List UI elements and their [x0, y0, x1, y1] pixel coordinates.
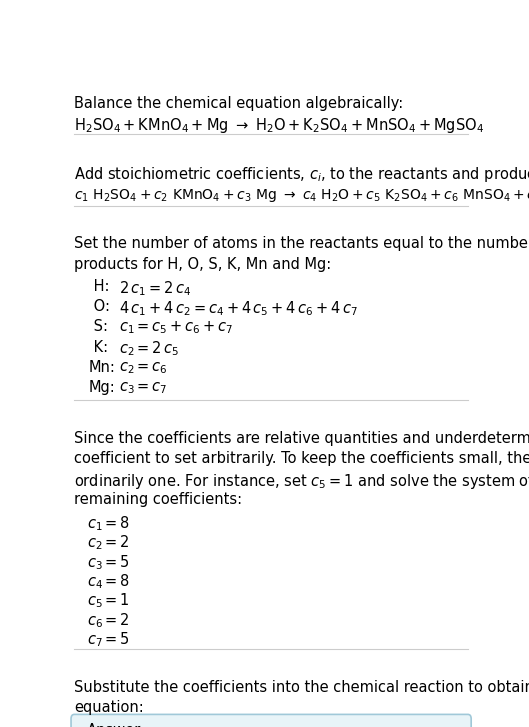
- Text: Set the number of atoms in the reactants equal to the number of atoms in the: Set the number of atoms in the reactants…: [74, 236, 529, 252]
- Text: H:: H:: [89, 278, 109, 294]
- Text: Answer:: Answer:: [87, 723, 145, 727]
- Text: ordinarily one. For instance, set $c_5 = 1$ and solve the system of equations fo: ordinarily one. For instance, set $c_5 =…: [74, 472, 529, 491]
- Text: Mn:: Mn:: [89, 360, 115, 375]
- Text: K:: K:: [89, 340, 108, 355]
- Text: S:: S:: [89, 319, 108, 334]
- Text: $\mathrm{H_2SO_4 + KMnO_4 + Mg \ \rightarrow \ H_2O + K_2SO_4 + MnSO_4 + MgSO_4}: $\mathrm{H_2SO_4 + KMnO_4 + Mg \ \righta…: [74, 116, 485, 135]
- Text: $c_2 = 2$: $c_2 = 2$: [87, 534, 130, 553]
- Text: Substitute the coefficients into the chemical reaction to obtain the balanced: Substitute the coefficients into the che…: [74, 680, 529, 695]
- Text: $c_2 = c_6$: $c_2 = c_6$: [120, 360, 168, 376]
- Text: $2\,c_1 = 2\,c_4$: $2\,c_1 = 2\,c_4$: [120, 278, 191, 297]
- Text: O:: O:: [89, 299, 110, 314]
- Text: Since the coefficients are relative quantities and underdetermined, choose a: Since the coefficients are relative quan…: [74, 431, 529, 446]
- Text: coefficient to set arbitrarily. To keep the coefficients small, the arbitrary va: coefficient to set arbitrarily. To keep …: [74, 451, 529, 466]
- Text: products for H, O, S, K, Mn and Mg:: products for H, O, S, K, Mn and Mg:: [74, 257, 332, 272]
- Text: $c_7 = 5$: $c_7 = 5$: [87, 630, 130, 649]
- Text: $c_3 = 5$: $c_3 = 5$: [87, 553, 130, 571]
- Text: Mg:: Mg:: [89, 380, 115, 395]
- Text: $c_3 = c_7$: $c_3 = c_7$: [120, 380, 168, 396]
- Text: $c_4 = 8$: $c_4 = 8$: [87, 572, 130, 591]
- Text: equation:: equation:: [74, 700, 144, 715]
- Text: $c_2 = 2\,c_5$: $c_2 = 2\,c_5$: [120, 340, 180, 358]
- Text: remaining coefficients:: remaining coefficients:: [74, 492, 242, 507]
- Text: $4\,c_1 + 4\,c_2 = c_4 + 4\,c_5 + 4\,c_6 + 4\,c_7$: $4\,c_1 + 4\,c_2 = c_4 + 4\,c_5 + 4\,c_6…: [120, 299, 358, 318]
- Text: $c_1 = c_5 + c_6 + c_7$: $c_1 = c_5 + c_6 + c_7$: [120, 319, 234, 336]
- Text: $c_1\ \mathrm{H_2SO_4} + c_2\ \mathrm{KMnO_4} + c_3\ \mathrm{Mg}\ \rightarrow \ : $c_1\ \mathrm{H_2SO_4} + c_2\ \mathrm{KM…: [74, 188, 529, 204]
- FancyBboxPatch shape: [71, 715, 471, 727]
- Text: Add stoichiometric coefficients, $c_i$, to the reactants and products:: Add stoichiometric coefficients, $c_i$, …: [74, 165, 529, 184]
- Text: Balance the chemical equation algebraically:: Balance the chemical equation algebraica…: [74, 96, 404, 111]
- Text: $c_5 = 1$: $c_5 = 1$: [87, 592, 130, 611]
- Text: $c_1 = 8$: $c_1 = 8$: [87, 514, 130, 533]
- Text: $c_6 = 2$: $c_6 = 2$: [87, 611, 130, 630]
